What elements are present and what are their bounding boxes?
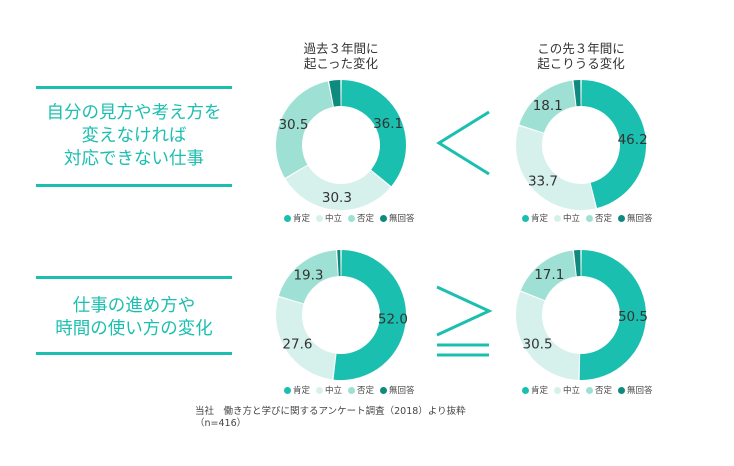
- legend-swatch: [348, 386, 356, 394]
- legend-swatch: [618, 214, 626, 222]
- legend-swatch: [348, 214, 356, 222]
- legend-swatch: [316, 214, 324, 222]
- legend-item-neutral: 中立: [554, 384, 580, 396]
- legend-label: 中立: [563, 386, 581, 396]
- donut-data-label: 52.0: [378, 311, 408, 327]
- donut-slice-neutral: [516, 291, 580, 380]
- donut-data-label: 36.1: [373, 116, 403, 132]
- legend-item-positive: 肯定: [522, 384, 548, 396]
- column-header-past: 過去３年間に 起こった変化: [303, 41, 379, 71]
- legend-item-no-answer: 無回答: [380, 384, 415, 396]
- legend-label: 中立: [325, 214, 343, 224]
- donut-chart-row1-future: 46.2 33.7 18.1: [516, 80, 648, 210]
- donut-data-label: 30.3: [322, 190, 352, 206]
- legend-label: 無回答: [389, 386, 415, 396]
- row2-bottom-rule: [36, 352, 232, 355]
- legend-swatch: [618, 386, 626, 394]
- legend-item-neutral: 中立: [316, 384, 342, 396]
- row1-label: 自分の見方や考え方を 変えなければ 対応できない仕事: [46, 103, 222, 169]
- donut-slice-neutral: [285, 165, 391, 210]
- donut-chart-row2-past: 52.0 27.6 19.3: [276, 250, 408, 380]
- legend-item-no-answer: 無回答: [380, 212, 415, 224]
- legend-label: 肯定: [531, 214, 549, 224]
- donut-slice-no-answer: [329, 80, 341, 107]
- donut-data-label: 50.5: [618, 309, 648, 325]
- donut-chart-row2-future: 50.5 30.5 17.1: [516, 250, 648, 380]
- donut-slice-positive: [581, 80, 646, 208]
- legend-swatch: [586, 214, 594, 222]
- donut-slice-negative: [519, 80, 576, 133]
- legend-item-neutral: 中立: [316, 212, 342, 224]
- legend-label: 肯定: [293, 214, 311, 224]
- donut-data-label: 46.2: [618, 132, 648, 148]
- legend-label: 無回答: [627, 386, 653, 396]
- legend-item-negative: 否定: [348, 384, 374, 396]
- legend-swatch: [586, 386, 594, 394]
- legend-item-negative: 否定: [586, 212, 612, 224]
- legend-label: 肯定: [531, 386, 549, 396]
- donut-data-label: 27.6: [282, 336, 312, 352]
- less-than-symbol: [436, 110, 490, 176]
- legend-label: 無回答: [627, 214, 653, 224]
- legend-label: 否定: [595, 214, 613, 224]
- legend-swatch: [284, 214, 291, 222]
- legend-swatch: [380, 214, 388, 222]
- row1-bottom-rule: [36, 184, 232, 187]
- legend-swatch: [554, 386, 562, 394]
- donut-slice-positive: [341, 80, 406, 187]
- legend-item-neutral: 中立: [554, 212, 580, 224]
- legend-swatch: [554, 214, 562, 222]
- donut-chart-row1-past: 36.1 30.3 30.5: [276, 80, 406, 210]
- greater-or-equal-symbol: [436, 285, 493, 357]
- source-footnote: 当社 働き方と学びに関するアンケート調査（2018）より抜粋 （n=416）: [195, 406, 466, 429]
- donut-slice-positive: [333, 250, 407, 380]
- row2-label: 仕事の進め方や 時間の使い方の変化: [55, 296, 213, 339]
- legend-swatch: [316, 386, 324, 394]
- donut-slice-neutral: [516, 125, 596, 210]
- legend-row2-past: 肯定 中立 否定 無回答: [284, 384, 415, 396]
- donut-slice-negative: [520, 250, 576, 301]
- donut-slice-neutral: [276, 297, 336, 380]
- donut-data-label: 17.1: [534, 267, 564, 283]
- legend-item-negative: 否定: [586, 384, 612, 396]
- legend-row2-future: 肯定 中立 否定 無回答: [522, 384, 653, 396]
- legend-swatch: [380, 386, 388, 394]
- legend-item-no-answer: 無回答: [618, 212, 653, 224]
- legend-label: 無回答: [389, 214, 415, 224]
- legend-label: 否定: [357, 386, 375, 396]
- legend-item-no-answer: 無回答: [618, 384, 653, 396]
- column-header-future: この先３年間に 起こりうる変化: [537, 41, 625, 71]
- row1-top-rule: [36, 86, 232, 89]
- donut-data-label: 30.5: [523, 337, 553, 353]
- row2-top-rule: [36, 276, 232, 279]
- donut-slice-positive: [579, 250, 647, 380]
- legend-row1-future: 肯定 中立 否定 無回答: [522, 212, 653, 224]
- donut-data-label: 18.1: [533, 98, 563, 114]
- legend-swatch: [522, 386, 529, 394]
- legend-label: 肯定: [293, 386, 311, 396]
- legend-label: 中立: [325, 386, 343, 396]
- legend-item-positive: 肯定: [284, 384, 310, 396]
- donut-slice-no-answer: [337, 250, 341, 277]
- legend-row1-past: 肯定 中立 否定 無回答: [284, 212, 415, 224]
- donut-slice-no-answer: [573, 80, 581, 107]
- legend-item-positive: 肯定: [284, 212, 310, 224]
- legend-label: 中立: [563, 214, 581, 224]
- donut-data-label: 33.7: [528, 173, 558, 189]
- donut-data-label: 30.5: [278, 117, 308, 133]
- legend-item-positive: 肯定: [522, 212, 548, 224]
- donut-slice-no-answer: [573, 250, 581, 277]
- legend-swatch: [522, 214, 529, 222]
- donut-slice-negative: [276, 81, 334, 178]
- donut-slice-negative: [278, 250, 338, 304]
- legend-item-negative: 否定: [348, 212, 374, 224]
- legend-label: 否定: [595, 386, 613, 396]
- donut-data-label: 19.3: [293, 267, 323, 283]
- legend-swatch: [284, 386, 291, 394]
- legend-label: 否定: [357, 214, 375, 224]
